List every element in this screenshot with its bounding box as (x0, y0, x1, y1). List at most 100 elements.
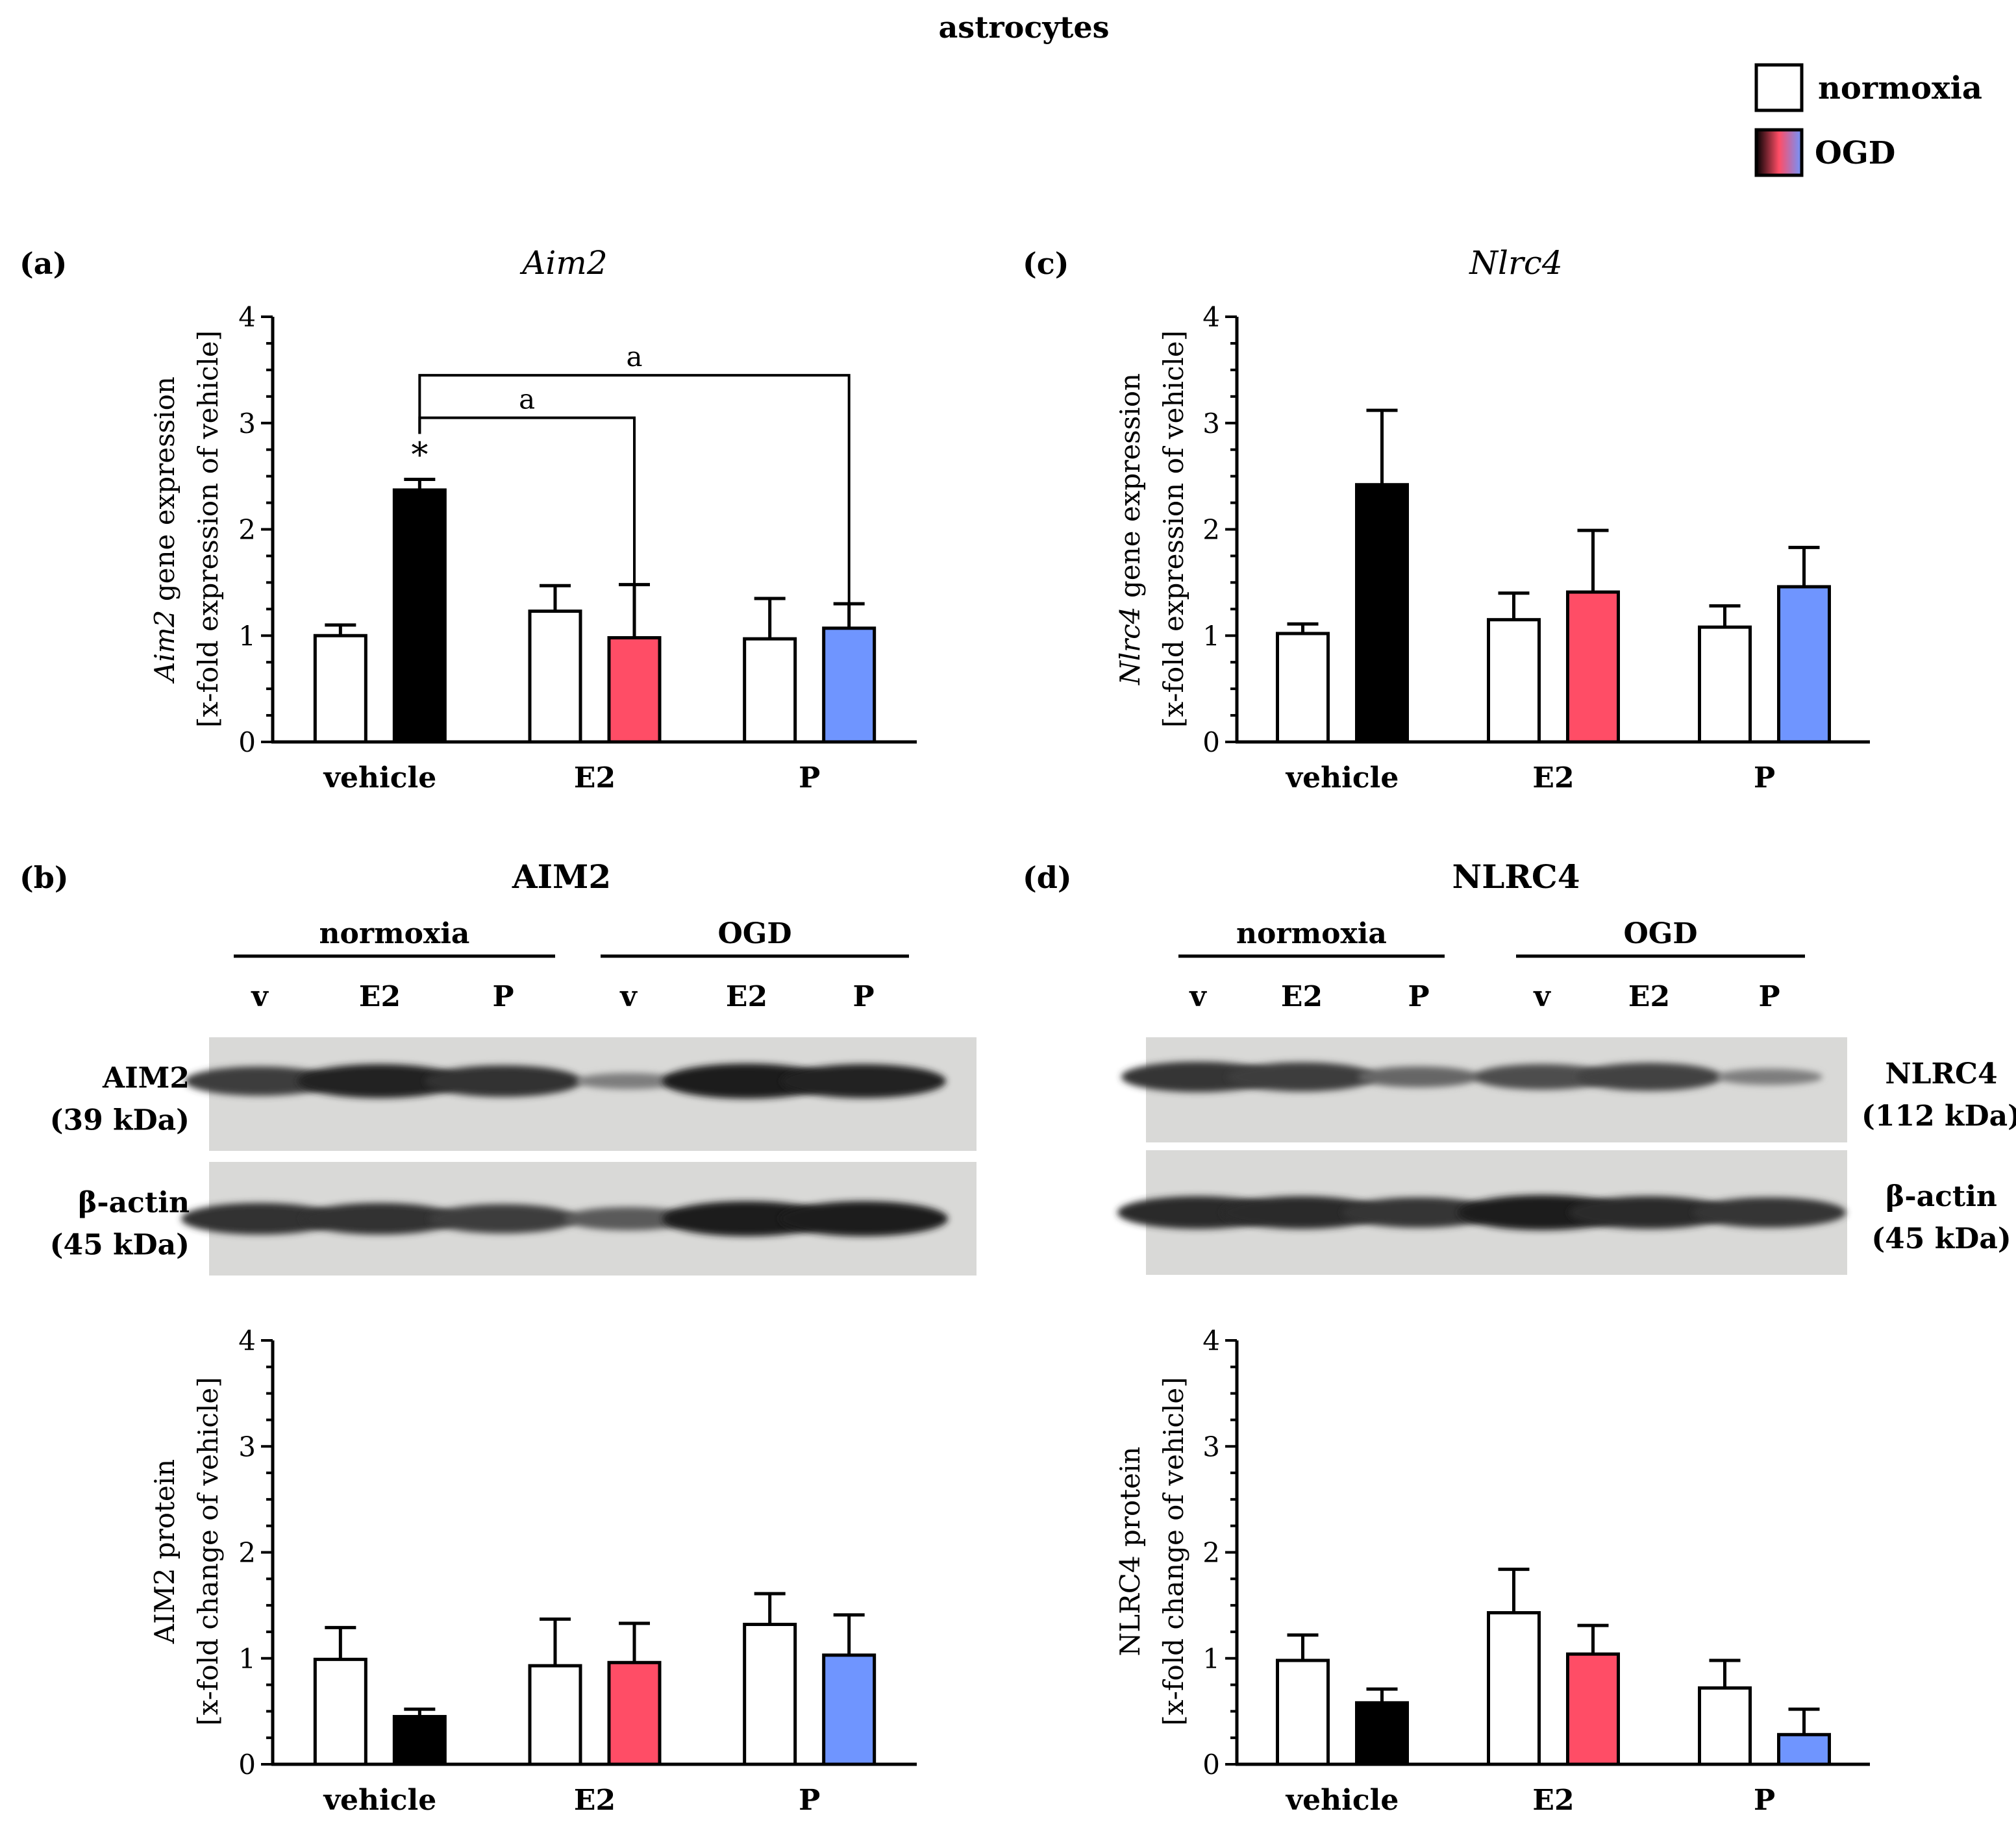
y-axis-label: Nlrc4 gene expression (1114, 373, 1146, 685)
blot-lane-label: v (1189, 980, 1207, 1013)
panel-label-b: (b) (19, 860, 69, 895)
blot-row-label: β-actin (1885, 1180, 1997, 1213)
y-axis-label-line2: [x-fold change of vehicle] (192, 1377, 224, 1725)
chart-title-c: Nlrc4 (1469, 244, 1562, 282)
bar-e2-normoxia (1487, 1611, 1541, 1766)
blot-lane-label: P (1408, 980, 1429, 1013)
blot-row-label: β-actin (78, 1187, 190, 1220)
bar-vehicle-ogd (1355, 1701, 1409, 1766)
y-axis-label-line2: [x-fold expression of vehicle] (192, 330, 224, 728)
y-tick-label: 3 (1202, 408, 1220, 439)
blot-band (425, 1065, 582, 1097)
blot-lane-label: E2 (726, 980, 767, 1013)
y-tick-label: 3 (238, 1431, 256, 1462)
legend-label-normoxia: normoxia (1818, 70, 1982, 106)
blot-band (297, 1064, 462, 1098)
blot-group-label: OGD (717, 917, 791, 950)
blot-group-label: normoxia (319, 917, 470, 950)
bar-vehicle-ogd (1355, 483, 1409, 744)
bar-chart-aim2: 0 1 2 3 4 Aim2 gene expression [x-fold express… (149, 301, 917, 795)
x-tick-label: E2 (1532, 761, 1574, 795)
chart-title-a: Aim2 (519, 244, 607, 282)
y-axis-label: NLRC4 protein (1114, 1447, 1146, 1657)
y-tick-label: 1 (238, 1643, 256, 1675)
significance-letter: a (626, 341, 642, 373)
y-tick-label: 2 (238, 1537, 256, 1569)
x-tick-label: E2 (1532, 1784, 1574, 1817)
bar-p-ogd (822, 1653, 877, 1766)
blot-band (1473, 1064, 1611, 1090)
blot-lane-label: P (492, 980, 514, 1013)
bar-vehicle-ogd (392, 1715, 447, 1766)
blot-row-size: (45 kDa) (1871, 1222, 2011, 1255)
figure-title: astrocytes (938, 10, 1109, 45)
y-tick-label: 2 (1202, 514, 1220, 546)
y-tick-label: 4 (238, 301, 256, 333)
blot-band (1693, 1197, 1846, 1228)
y-tick-label: 4 (1202, 1325, 1220, 1357)
blot-band (1358, 1066, 1480, 1088)
y-tick-label: 1 (238, 620, 256, 652)
x-tick-label: vehicle (1286, 761, 1399, 795)
y-tick-label: 2 (238, 514, 256, 546)
significance-letter: a (519, 384, 535, 415)
blot-title-d: NLRC4 (1452, 857, 1580, 896)
blot-lane-label: E2 (1281, 980, 1323, 1013)
y-tick-label: 4 (238, 1325, 256, 1357)
blot-band (1342, 1197, 1495, 1228)
y-tick-label: 1 (1202, 620, 1220, 652)
blot-band (575, 1072, 682, 1090)
bar-e2-normoxia (528, 1664, 582, 1766)
y-tick-label: 0 (1202, 726, 1220, 758)
y-tick-label: 0 (238, 726, 256, 758)
bar-vehicle-normoxia (313, 1657, 367, 1766)
bar-p-ogd (822, 626, 877, 744)
y-tick-label: 0 (1202, 1749, 1220, 1781)
blot-membrane (1146, 1037, 1847, 1142)
blot-row-size: (45 kDa) (50, 1229, 190, 1262)
legend-label-ogd: OGD (1815, 135, 1895, 171)
panel-label-d: (d) (1023, 860, 1072, 895)
blot-band (1569, 1196, 1730, 1229)
blot-lane-label: E2 (359, 980, 401, 1013)
blot-band (779, 1201, 948, 1237)
x-tick-label: P (1754, 761, 1775, 795)
y-tick-label: 1 (1202, 1643, 1220, 1675)
bar-p-ogd (1777, 1732, 1831, 1766)
legend: normoxia OGD (1754, 63, 1982, 177)
blot-row-size: (112 kDa) (1861, 1100, 2016, 1133)
panel-label-c: (c) (1023, 246, 1069, 281)
panel-a: (a) Aim2 0 1 2 3 4 Aim2 gene expression [x-fol… (19, 244, 917, 795)
y-axis-label-text: gene expression (149, 376, 180, 610)
blot-band (301, 1203, 458, 1235)
blot-row-label: AIM2 (102, 1062, 190, 1095)
y-tick-label: 0 (238, 1749, 256, 1781)
blot-lane-label: P (852, 980, 874, 1013)
bar-chart-aim2-protein: 0 1 2 3 4 AIM2 protein [x-fold change of vehic… (149, 1325, 917, 1817)
blot-band (662, 1063, 831, 1099)
bar-vehicle-normoxia (313, 634, 367, 744)
bar-p-normoxia (743, 637, 797, 744)
significance-star: * (411, 436, 428, 475)
blot-row-size: (39 kDa) (50, 1104, 190, 1137)
bar-p-normoxia (1698, 625, 1752, 744)
y-axis-label-italic: Nlrc4 (1114, 607, 1146, 686)
bar-e2-ogd (1566, 1652, 1620, 1766)
blot-lane-label: P (1758, 980, 1780, 1013)
x-tick-label: E2 (574, 1784, 616, 1817)
y-tick-label: 3 (238, 408, 256, 439)
bar-e2-ogd (1566, 590, 1620, 744)
bar-e2-ogd (607, 636, 662, 744)
x-tick-label: P (799, 1784, 820, 1817)
y-axis-label: Aim2 gene expression (149, 376, 180, 684)
blot-lane-label: v (619, 980, 638, 1013)
blot-band (662, 1201, 831, 1237)
blot-band (1716, 1068, 1823, 1085)
blot-band (1576, 1063, 1722, 1091)
y-axis-label-text: NLRC4 protein (1114, 1447, 1146, 1657)
legend-swatch-ogd (1754, 128, 1804, 177)
